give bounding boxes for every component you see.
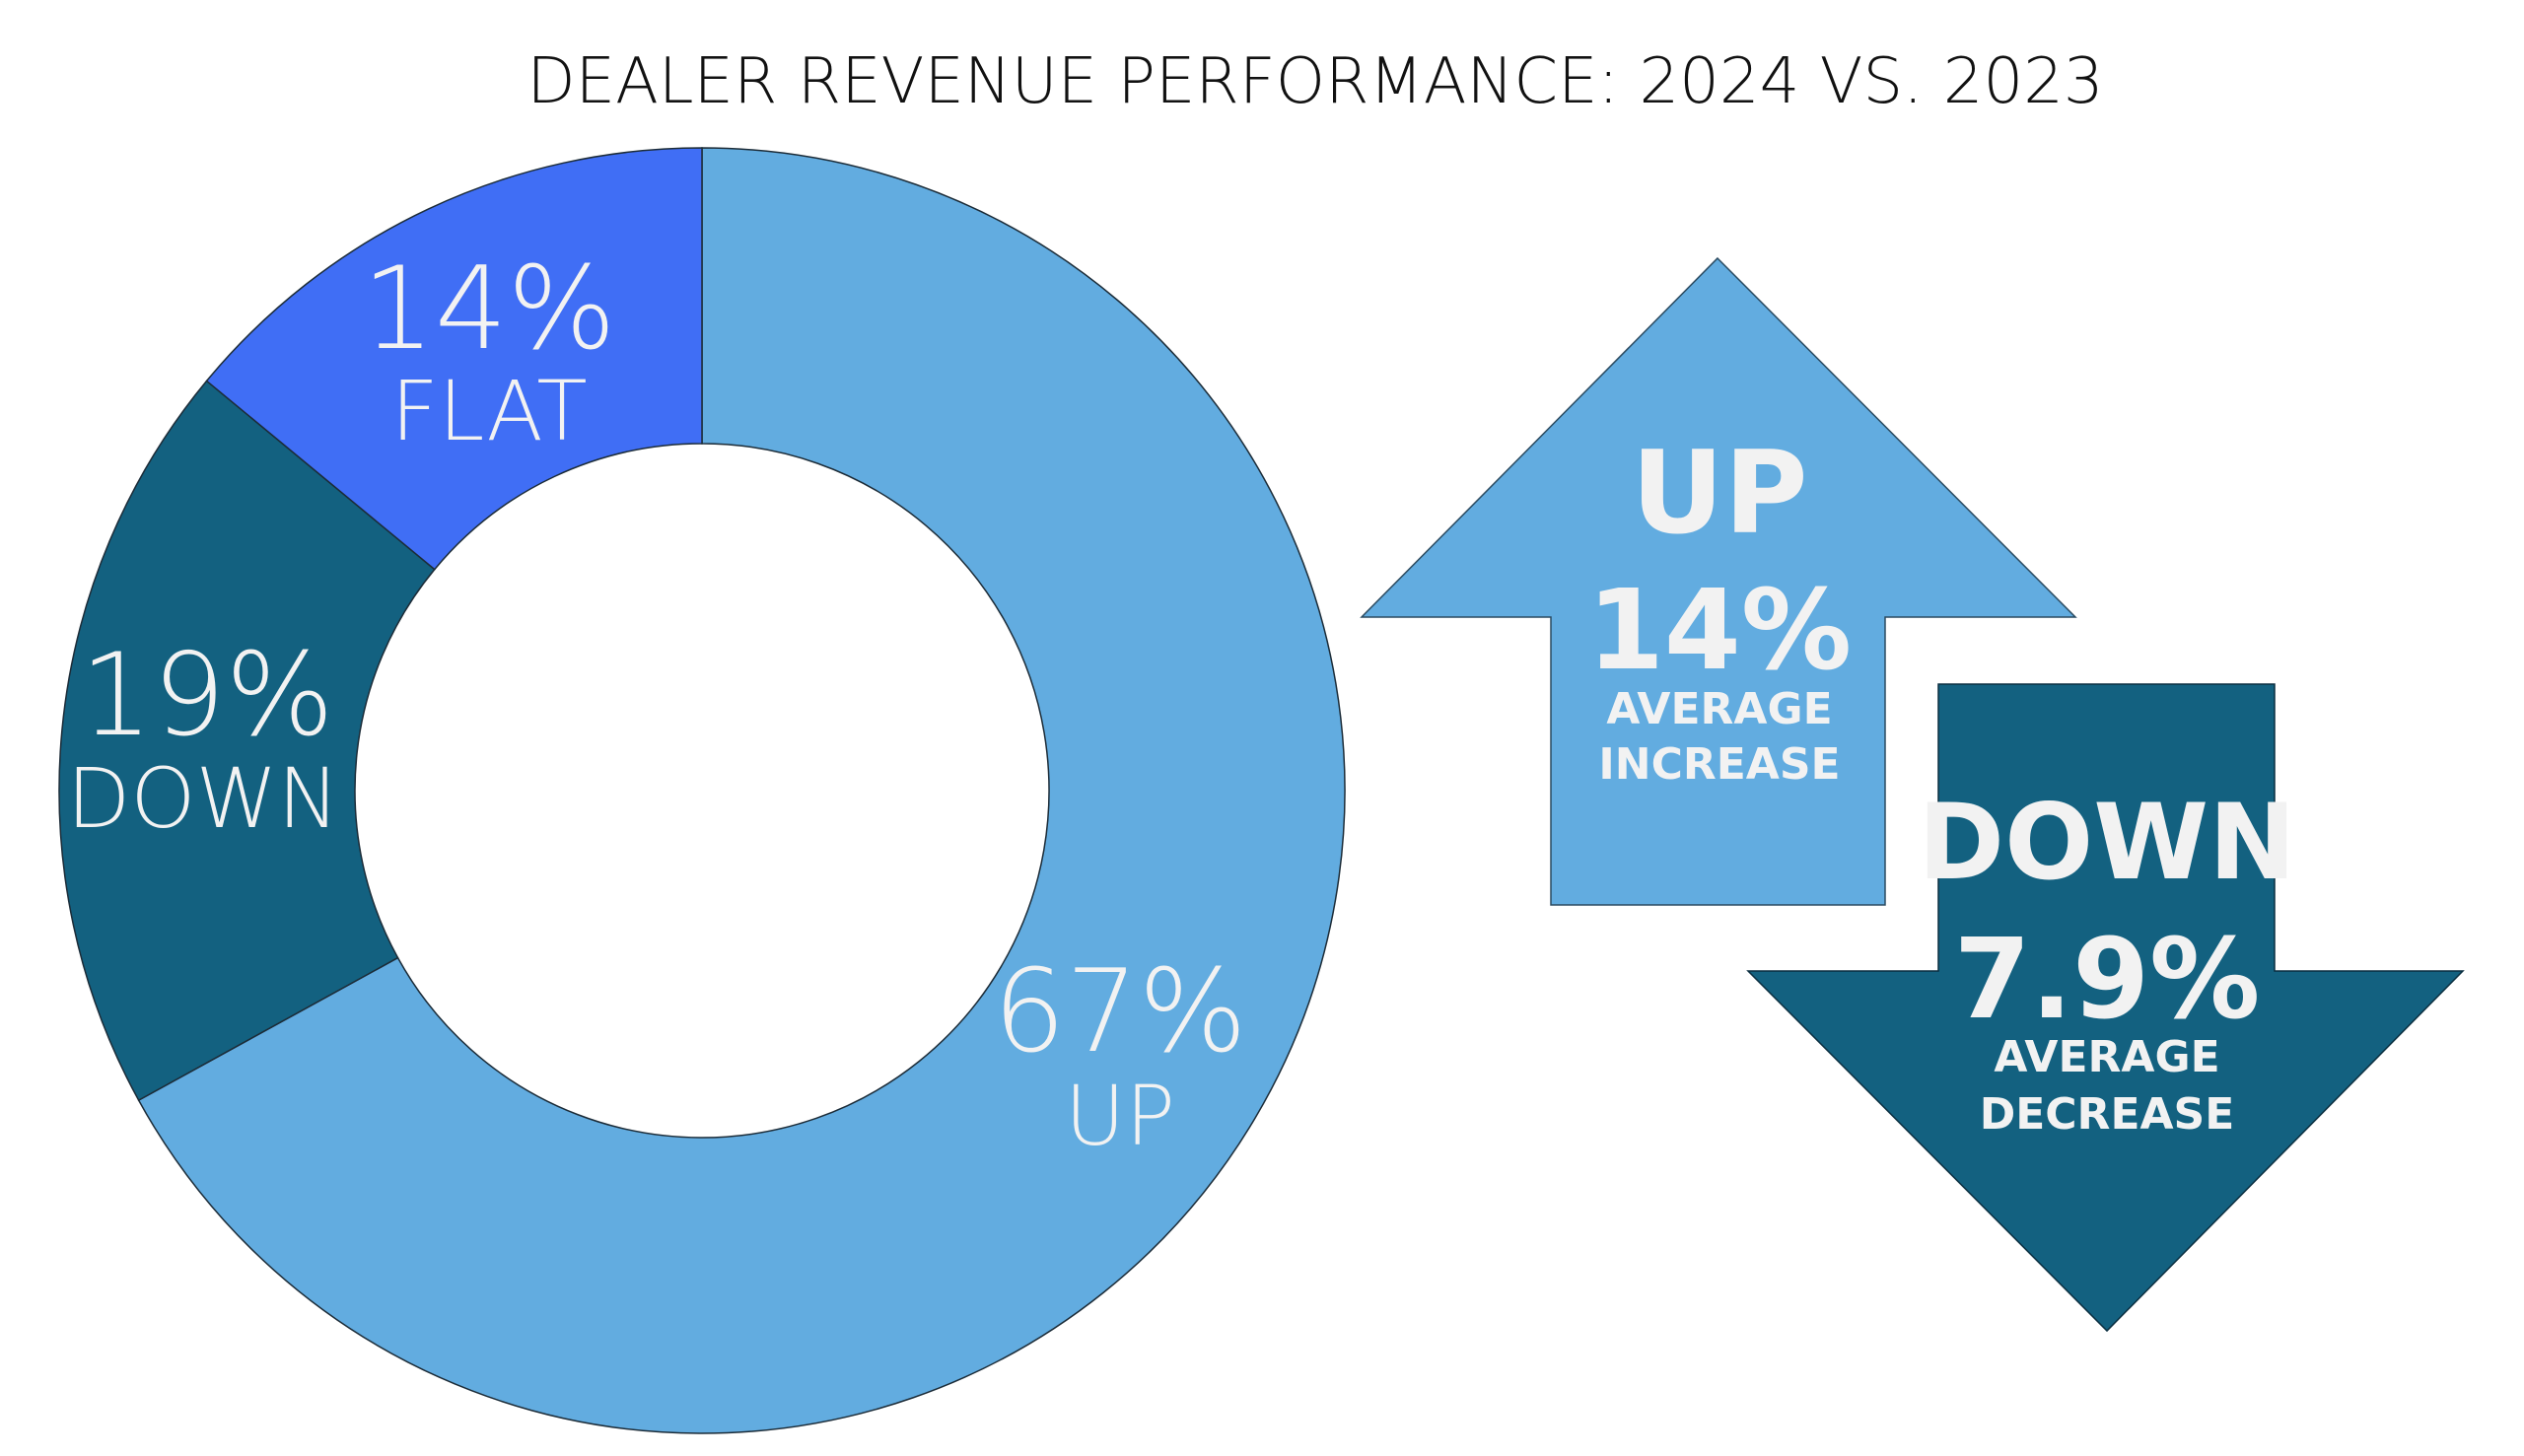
chart-title: DEALER REVENUE PERFORMANCE: 2024 VS. 202… <box>526 45 2103 118</box>
up-arrow-line2: INCREASE <box>1598 739 1840 790</box>
donut-slice-flat <box>205 147 703 571</box>
slice-label-flat: FLAT <box>390 363 587 459</box>
donut-slice-down <box>58 380 436 1102</box>
up-arrow <box>1360 256 2077 906</box>
slice-value-up: 67% <box>993 945 1247 1078</box>
down-arrow-heading: DOWN <box>1918 782 2296 903</box>
donut-slice-up <box>137 147 1346 1434</box>
slice-value-down: 19% <box>80 629 334 762</box>
up-arrow-value: 14% <box>1587 567 1852 695</box>
down-arrow <box>1746 683 2465 1333</box>
down-arrow-line1: AVERAGE <box>1994 1032 2219 1082</box>
slice-value-flat: 14% <box>362 243 616 376</box>
down-arrow-value: 7.9% <box>1954 916 2261 1044</box>
slice-label-up: UP <box>1065 1068 1175 1164</box>
up-arrow-heading: UP <box>1631 427 1807 560</box>
up-arrow-line1: AVERAGE <box>1606 684 1832 734</box>
slice-label-down: DOWN <box>67 750 340 847</box>
down-arrow-line2: DECREASE <box>1980 1089 2235 1140</box>
